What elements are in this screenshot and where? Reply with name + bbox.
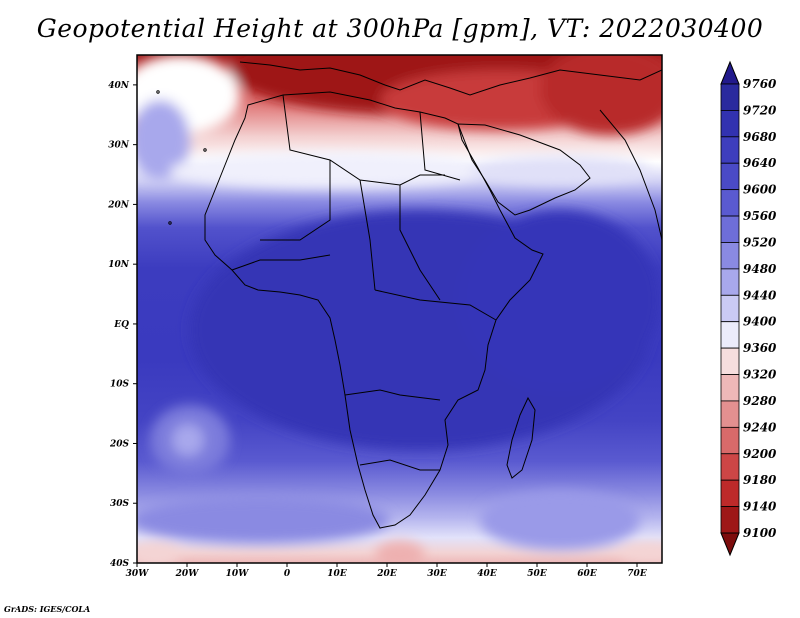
lon-tick-label: 0 <box>284 569 291 579</box>
colorbar-segment <box>720 268 740 296</box>
geopotential-height-field <box>137 55 662 563</box>
lat-tick-label: 40N <box>108 81 130 91</box>
lon-tick-label: 20E <box>376 569 397 579</box>
lat-tick-label: EQ <box>113 320 129 330</box>
lat-tick-label: 10N <box>108 260 130 270</box>
lat-tick-label: 20S <box>109 439 130 449</box>
colorbar-level-label: 9560 <box>743 209 777 223</box>
lon-tick-label: 70E <box>627 569 647 579</box>
colorbar-segment <box>720 321 740 349</box>
colorbar-segment <box>720 136 740 164</box>
grads-credit: GrADS: IGES/COLA <box>4 604 91 614</box>
colorbar-segment <box>720 426 740 455</box>
colorbar-segment <box>720 453 740 481</box>
colorbar-level-label: 9360 <box>743 341 777 355</box>
colorbar-segment <box>720 242 740 270</box>
colorbar-segment <box>720 83 740 111</box>
colorbar-level-label: 9240 <box>743 420 777 434</box>
colorbar-level-label: 9200 <box>743 447 777 461</box>
colorbar-segment <box>720 162 740 191</box>
colorbar-level-label: 9600 <box>743 183 777 197</box>
colorbar-segment <box>720 110 740 138</box>
lat-tick-label: 30N <box>108 141 130 151</box>
lon-tick-label: 50E <box>527 569 547 579</box>
lon-tick-label: 30E <box>427 569 447 579</box>
lat-tick-label: 10S <box>110 380 130 390</box>
map-frame <box>136 54 663 564</box>
colorbar-segment <box>720 215 740 243</box>
lon-tick-label: 40E <box>477 569 497 579</box>
colorbar-segment <box>720 347 740 375</box>
colorbar-level-label: 9320 <box>743 368 777 382</box>
colorbar-segment <box>720 400 740 428</box>
lon-tick-label: 20W <box>175 569 200 579</box>
colorbar-segment <box>720 506 740 534</box>
colorbar-level-label: 9140 <box>743 500 777 514</box>
colorbar-level-label: 9640 <box>743 156 777 170</box>
lon-tick-label: 10W <box>226 569 250 579</box>
lat-tick-label: 20N <box>107 200 130 210</box>
latitude-axis: 40N 30N 20N 10N EQ 10S 20S 30S 40S <box>107 81 137 569</box>
colorbar-segment <box>720 479 740 507</box>
colorbar-level-label: 9100 <box>743 526 777 540</box>
colorbar-level-label: 9680 <box>743 130 777 144</box>
colorbar-level-label: 9480 <box>743 262 777 276</box>
lon-tick-label: 60E <box>577 569 597 579</box>
longitude-axis: 30W 20W 10W 0 10E 20E 30E 40E 50E 60E 70E <box>126 563 647 579</box>
colorbar: 9760 9720 9680 9640 9600 9560 9520 9480 9440 9400… <box>720 60 777 557</box>
colorbar-level-label: 9180 <box>743 473 777 487</box>
colorbar-level-label: 9760 <box>743 77 777 91</box>
coastline-outline <box>156 61 662 529</box>
lat-tick-label: 40S <box>110 559 130 569</box>
colorbar-level-label: 9720 <box>743 103 777 117</box>
lon-tick-label: 30W <box>126 569 150 579</box>
map-title: Geopotential Height at 300hPa [gpm], VT:… <box>36 14 764 43</box>
lon-tick-label: 10E <box>327 569 347 579</box>
colorbar-level-label: 9400 <box>743 315 777 329</box>
colorbar-level-label: 9440 <box>743 288 777 302</box>
colorbar-segment <box>720 189 740 217</box>
colorbar-top-arrow <box>720 60 740 85</box>
colorbar-level-label: 9280 <box>743 394 777 408</box>
colorbar-level-label: 9520 <box>743 235 777 249</box>
colorbar-segment <box>720 294 740 323</box>
colorbar-bottom-arrow <box>720 532 740 557</box>
lat-tick-label: 30S <box>110 499 130 509</box>
colorbar-segment <box>720 374 740 402</box>
